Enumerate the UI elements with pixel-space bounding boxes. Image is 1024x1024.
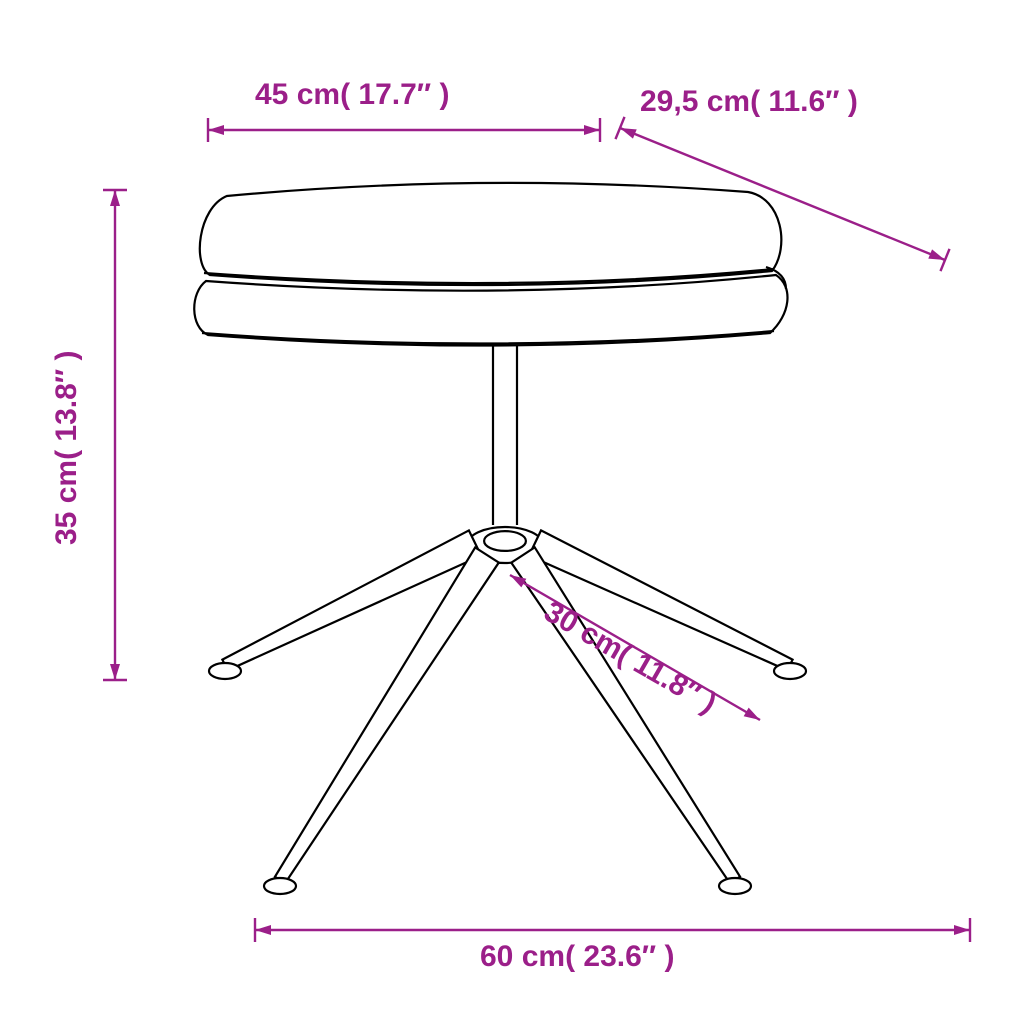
- cushion-top: [200, 183, 782, 285]
- dim-height-left-label: 35 cm( 13.8″ ): [50, 351, 84, 545]
- dim-base-label: 60 cm( 23.6″ ): [480, 940, 674, 974]
- dimension-diagram: [0, 0, 1024, 1024]
- leg-front-left-foot: [264, 878, 296, 894]
- leg-front-right-foot: [719, 878, 751, 894]
- dim-width-top-label: 45 cm( 17.7″ ): [255, 78, 449, 112]
- pedestal-column: [493, 345, 517, 525]
- dim-depth-top-label: 29,5 cm( 11.6″ ): [640, 85, 858, 119]
- leg-back-left-foot: [209, 663, 241, 679]
- leg-back-right-foot: [774, 663, 806, 679]
